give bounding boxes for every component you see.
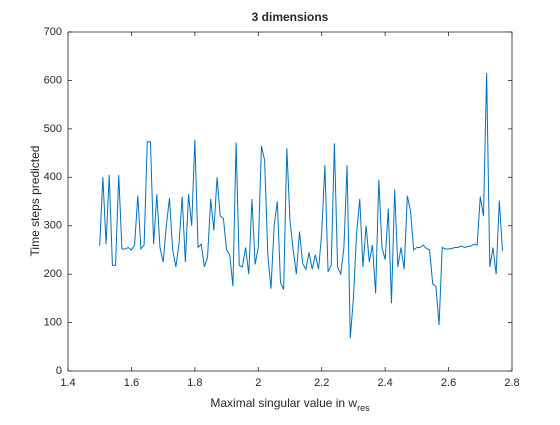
- axes-box: [67, 31, 513, 372]
- y-tick-label: 400: [44, 171, 62, 183]
- x-axis-label: Maximal singular value in wres: [210, 396, 370, 413]
- y-tick-label: 700: [44, 26, 62, 38]
- x-tick-label: 2.8: [504, 377, 519, 389]
- x-tick-label: 2.6: [441, 377, 456, 389]
- y-axis-label: Time steps predicted: [28, 146, 42, 257]
- y-tick-label: 600: [44, 74, 62, 86]
- y-tick-label: 300: [44, 220, 62, 232]
- x-tick-label: 1.4: [60, 377, 75, 389]
- y-tick-label: 100: [44, 316, 62, 328]
- x-tick-label: 2: [255, 377, 261, 389]
- x-tick-label: 2.4: [377, 377, 392, 389]
- x-tick-label: 2.2: [314, 377, 329, 389]
- x-tick-label: 1.8: [187, 377, 202, 389]
- x-tick-label: 1.6: [124, 377, 139, 389]
- y-tick-label: 500: [44, 123, 62, 135]
- y-tick-label: 200: [44, 268, 62, 280]
- line-series: [99, 73, 503, 339]
- y-tick-label: 0: [56, 365, 62, 377]
- x-axis-label-sub: res: [357, 403, 370, 413]
- x-axis-label-main: Maximal singular value in w: [210, 396, 357, 410]
- chart-title: 3 dimensions: [252, 10, 329, 24]
